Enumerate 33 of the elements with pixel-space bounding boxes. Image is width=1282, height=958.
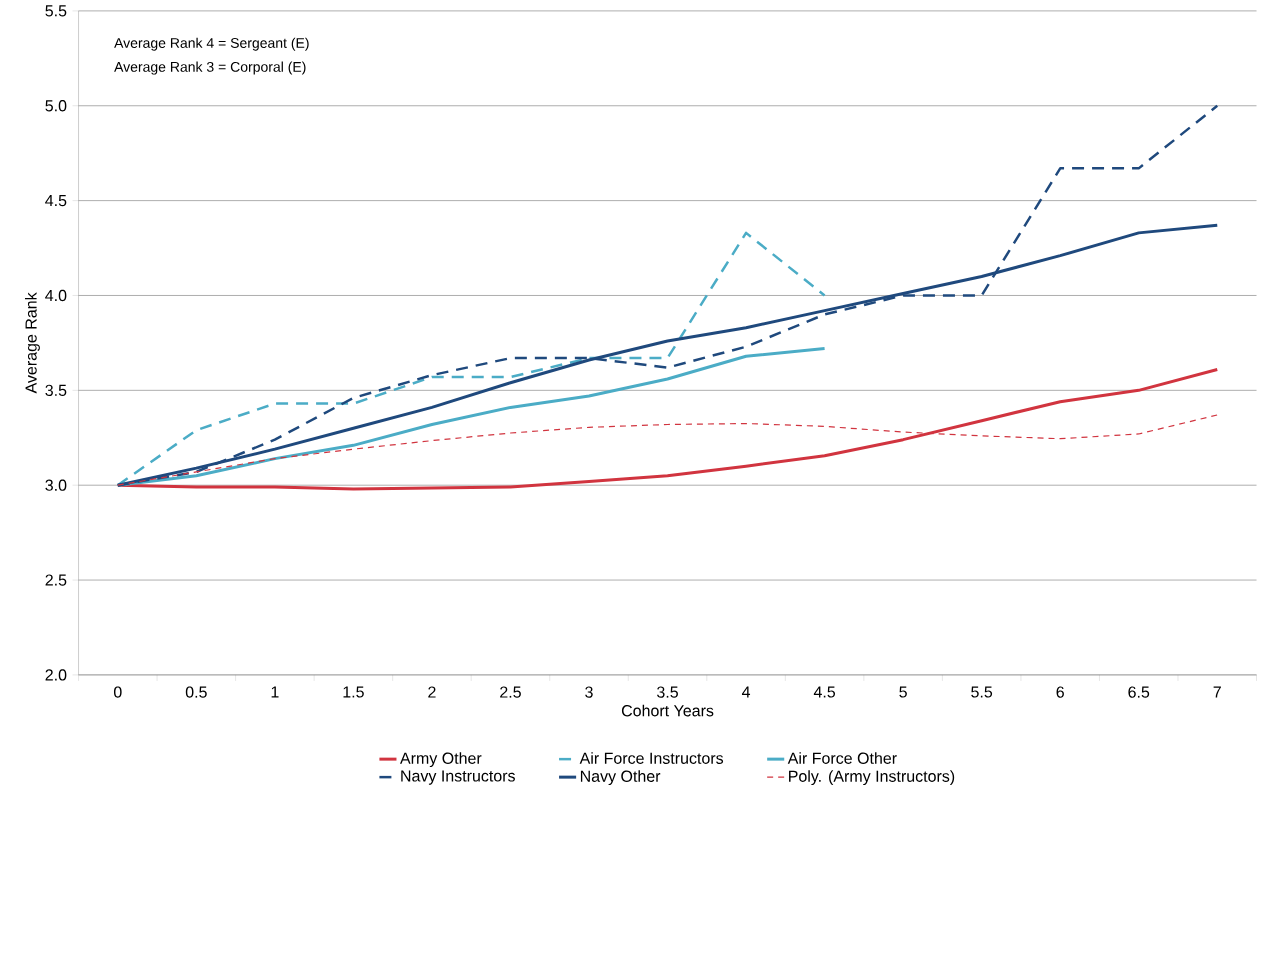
annotation: Average Rank 4 = Sergeant (E)	[114, 37, 309, 51]
legend-label: Army Other	[400, 752, 482, 768]
y-axis-title: Average Rank	[24, 292, 40, 394]
y-tick-label: 2.0	[45, 669, 67, 681]
x-tick-label: 3.5	[657, 686, 678, 698]
y-tick-label: 5.5	[45, 5, 67, 17]
y-tick-label: 4.0	[45, 290, 67, 302]
x-axis-title: Cohort Years	[621, 704, 714, 717]
x-tick-label: 1.5	[343, 686, 364, 698]
x-tick-label: 1	[271, 686, 279, 698]
legend-label: Air Force Instructors	[579, 752, 724, 765]
y-tick-label: 4.5	[45, 195, 67, 207]
x-tick-label: 6	[1056, 686, 1064, 698]
legend-label: Navy Instructors	[401, 770, 515, 785]
x-tick-label: 4	[741, 686, 751, 698]
x-tick-label: 5.5	[971, 686, 993, 698]
x-tick-label: 7	[1213, 686, 1221, 698]
annotation: Average Rank 3 = Corporal (E)	[114, 61, 306, 75]
x-tick-label: 0.5	[185, 686, 207, 698]
x-tick-label: 0	[113, 686, 122, 698]
legend-label: Poly. (Army Instructors)	[789, 770, 955, 786]
legend-label: Air Force Other	[787, 752, 897, 765]
x-tick-label: 3	[585, 686, 593, 698]
legend-label: Navy Other	[580, 770, 661, 786]
x-tick-label: 2.5	[500, 686, 521, 698]
y-tick-label: 5.0	[45, 100, 67, 112]
y-tick-label: 2.5	[45, 574, 67, 586]
x-tick-label: 4.5	[813, 686, 836, 698]
x-tick-label: 6.5	[1128, 686, 1150, 698]
x-tick-label: 2	[428, 686, 436, 698]
y-tick-label: 3.5	[45, 384, 67, 397]
x-tick-label: 5	[899, 686, 907, 698]
y-tick-label: 3.0	[45, 479, 67, 492]
